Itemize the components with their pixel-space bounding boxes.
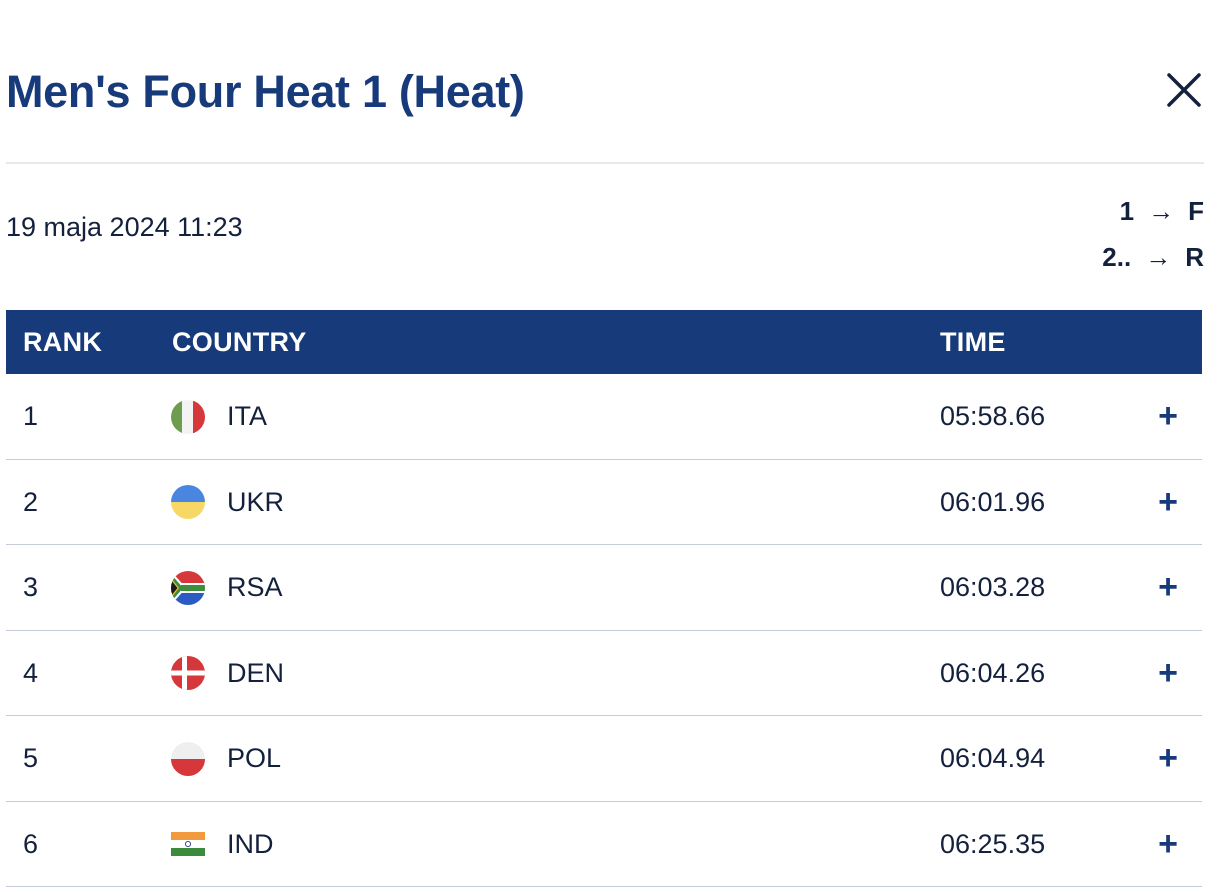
india-flag-icon — [171, 832, 205, 856]
rank-cell: 6 — [23, 828, 39, 859]
table-row[interactable]: 6 IND 06:25.35 + — [6, 802, 1202, 887]
country-code: UKR — [227, 486, 285, 517]
header-divider — [6, 162, 1204, 164]
expand-plus-icon[interactable]: + — [1158, 653, 1178, 692]
table-row[interactable]: 4 DEN 06:04.26 + — [6, 631, 1202, 716]
country-cell: ITA — [171, 374, 267, 459]
time-cell: 06:04.94 — [940, 743, 1046, 773]
arrow-right-icon: → — [1145, 242, 1172, 272]
progression-from: 1 — [1119, 196, 1135, 226]
expand-plus-icon[interactable]: + — [1158, 739, 1178, 777]
country-cell: RSA — [171, 545, 283, 630]
time-cell: 06:01.96 — [940, 486, 1046, 517]
italy-flag-icon — [171, 399, 205, 434]
country-cell: POL — [171, 716, 281, 801]
page-title: Men's Four Heat 1 (Heat) — [6, 66, 525, 117]
progression-legend: 1 → F 2.. → R — [1102, 188, 1204, 280]
time-cell: 06:03.28 — [940, 572, 1046, 602]
country-code: DEN — [227, 657, 285, 688]
denmark-flag-icon — [171, 656, 205, 690]
country-code: IND — [227, 828, 274, 859]
table-header: RANK COUNTRY TIME — [6, 310, 1202, 374]
ukraine-flag-icon — [171, 485, 205, 519]
table-row[interactable]: 5 POL 06:04.94 + — [6, 716, 1202, 802]
rank-cell: 4 — [23, 657, 39, 688]
country-cell: UKR — [171, 460, 284, 545]
expand-plus-icon[interactable]: + — [1158, 482, 1178, 521]
rank-cell: 2 — [23, 486, 39, 517]
time-cell: 06:25.35 — [940, 828, 1046, 859]
table-row[interactable]: 1 ITA 05:58.66 + — [6, 374, 1202, 460]
expand-plus-icon[interactable]: + — [1158, 824, 1178, 863]
country-code: ITA — [227, 401, 267, 431]
rank-cell: 3 — [23, 572, 39, 602]
south-africa-flag-icon — [171, 570, 205, 605]
progression-rule: 1 → F — [1102, 188, 1204, 234]
header-rank: RANK — [23, 327, 103, 357]
table-row[interactable]: 3 RSA 06:03.28 + — [6, 545, 1202, 631]
progression-from: 2.. — [1102, 242, 1132, 272]
progression-to: F — [1188, 196, 1204, 226]
expand-plus-icon[interactable]: + — [1158, 568, 1178, 606]
progression-to: R — [1185, 242, 1204, 272]
arrow-right-icon: → — [1148, 196, 1175, 226]
poland-flag-icon — [171, 741, 205, 776]
rank-cell: 5 — [23, 743, 39, 773]
header-time: TIME — [940, 327, 1006, 357]
close-button[interactable] — [1164, 70, 1204, 110]
country-code: RSA — [227, 572, 283, 602]
results-table: RANK COUNTRY TIME 1 ITA 05:58.66 + 2 UKR… — [6, 310, 1202, 887]
country-cell: DEN — [171, 631, 284, 716]
rank-cell: 1 — [23, 401, 39, 431]
expand-plus-icon[interactable]: + — [1158, 397, 1178, 435]
country-code: POL — [227, 743, 282, 773]
race-datetime: 19 maja 2024 11:23 — [6, 212, 243, 242]
time-cell: 06:04.26 — [940, 657, 1046, 688]
time-cell: 05:58.66 — [940, 401, 1046, 431]
modal-header: Men's Four Heat 1 (Heat) — [6, 62, 1204, 122]
close-icon — [1167, 73, 1201, 107]
table-row[interactable]: 2 UKR 06:01.96 + — [6, 460, 1202, 545]
country-cell: IND — [171, 802, 274, 887]
progression-rule: 2.. → R — [1102, 234, 1204, 280]
header-country: COUNTRY — [172, 327, 307, 357]
